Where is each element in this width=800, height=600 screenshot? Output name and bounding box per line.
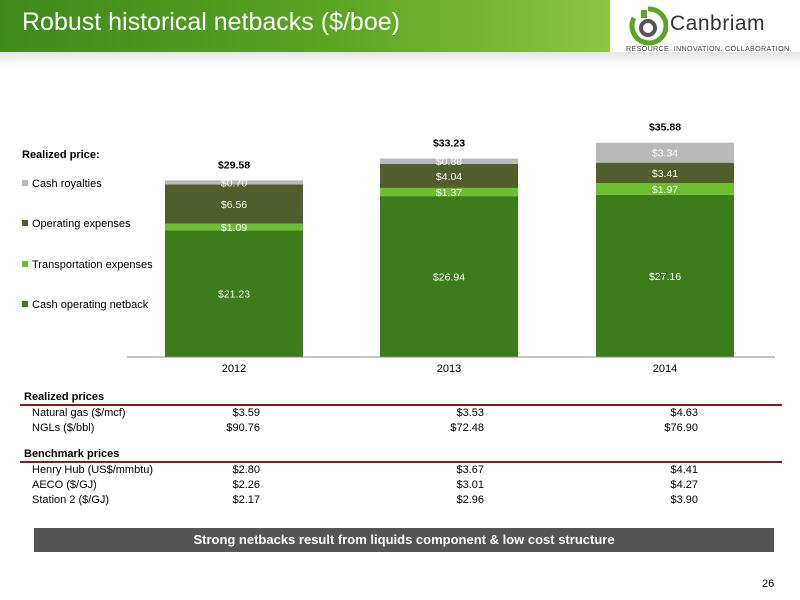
bar-segment — [596, 142, 734, 163]
x-tick-label: 2012 — [222, 363, 246, 375]
bar-segment — [596, 162, 734, 184]
data-label: $27.16 — [649, 271, 681, 283]
logo-wordmark: Canbriam — [670, 12, 766, 35]
page-title: Robust historical netbacks ($/boe) — [22, 8, 400, 36]
data-label: $0.70 — [221, 177, 247, 189]
logo-mark-icon — [629, 6, 668, 46]
total-label: $35.88 — [649, 122, 681, 134]
row-value-2012: $2.17 — [232, 494, 260, 506]
bar-segment — [380, 163, 518, 188]
data-label: $1.37 — [436, 187, 462, 199]
row-value-2014: $3.90 — [670, 494, 698, 506]
legend-swatch — [22, 180, 28, 186]
total-label: $29.58 — [218, 159, 250, 171]
header-shadow — [0, 52, 800, 68]
summary-banner: Strong netbacks result from liquids comp… — [34, 528, 774, 552]
legend-swatch — [22, 220, 28, 226]
legend-swatch — [22, 301, 28, 307]
data-label: $3.34 — [652, 148, 678, 160]
bar-segment — [165, 223, 303, 231]
bar-segment — [380, 158, 518, 164]
legend-entry: Cash royalties — [32, 178, 102, 190]
row-label: Natural gas ($/mcf) — [32, 407, 126, 419]
row-value-2014: $4.41 — [670, 464, 698, 476]
data-label: $1.97 — [652, 184, 678, 196]
netback-chart: Realized price: Cash royalties Operating e… — [22, 122, 775, 375]
data-label: $6.56 — [221, 199, 247, 211]
total-label: $33.23 — [433, 138, 465, 150]
legend-title: Realized price: — [22, 149, 100, 161]
row-label: AECO ($/GJ) — [32, 479, 97, 491]
realized-prices-title: Realized prices — [24, 391, 105, 403]
x-tick-label: 2014 — [653, 363, 677, 375]
row-value-2013: $3.67 — [456, 464, 484, 476]
data-label: $3.41 — [652, 168, 678, 180]
row-value-2012: $2.26 — [232, 479, 260, 491]
legend-entry: Cash operating netback — [32, 299, 149, 311]
logo-tagline: RESOURCE. INNOVATION. COLLABORATION. — [626, 44, 792, 53]
data-label: $26.94 — [433, 272, 465, 284]
benchmark-prices-title: Benchmark prices — [24, 448, 120, 460]
bar-segment — [380, 196, 518, 357]
legend-entry: Operating expenses — [32, 218, 131, 230]
table-row: Natural gas ($/mcf) $3.59 $3.53 $4.63 — [20, 407, 800, 421]
bar-segment — [165, 180, 303, 185]
table-row: Henry Hub (US$/mmbtu) $2.80 $3.67 $4.41 — [20, 464, 800, 478]
bar-segment — [596, 183, 734, 195]
realized-prices-rule — [20, 404, 782, 406]
bar-segment — [165, 230, 303, 357]
x-tick-label: 2013 — [437, 363, 461, 375]
data-label: $21.23 — [218, 289, 250, 301]
data-label: $1.09 — [221, 222, 247, 234]
bar-segment — [596, 194, 734, 357]
bar-segment — [165, 184, 303, 224]
row-label: Station 2 ($/GJ) — [32, 494, 110, 506]
table-row: AECO ($/GJ) $2.26 $3.01 $4.27 — [20, 479, 800, 493]
row-value-2014: $4.63 — [670, 407, 698, 419]
benchmark-prices-rule — [20, 461, 782, 463]
row-value-2012: $90.76 — [226, 422, 260, 434]
bar-segment — [380, 187, 518, 197]
table-row: Station 2 ($/GJ) $2.17 $2.96 $3.90 — [20, 494, 800, 508]
data-label: $0.88 — [436, 156, 462, 168]
row-value-2013: $2.96 — [456, 494, 484, 506]
row-value-2013: $3.01 — [456, 479, 484, 491]
legend-swatch — [22, 261, 28, 267]
data-label: $4.04 — [436, 171, 462, 183]
row-label: Henry Hub (US$/mmbtu) — [32, 464, 154, 476]
row-value-2013: $3.53 — [456, 407, 484, 419]
row-value-2012: $3.59 — [232, 407, 260, 419]
row-value-2013: $72.48 — [450, 422, 484, 434]
company-logo: Canbriam RESOURCE. INNOVATION. COLLABORA… — [626, 4, 796, 54]
row-value-2014: $4.27 — [670, 479, 698, 491]
page-number: 26 — [762, 578, 775, 590]
legend-entry: Transportation expenses — [32, 259, 153, 271]
row-value-2012: $2.80 — [232, 464, 260, 476]
row-label: NGLs ($/bbl) — [32, 422, 95, 434]
row-value-2014: $76.90 — [664, 422, 698, 434]
table-row: NGLs ($/bbl) $90.76 $72.48 $76.90 — [20, 422, 800, 436]
header-bar: Robust historical netbacks ($/boe) — [0, 0, 610, 52]
